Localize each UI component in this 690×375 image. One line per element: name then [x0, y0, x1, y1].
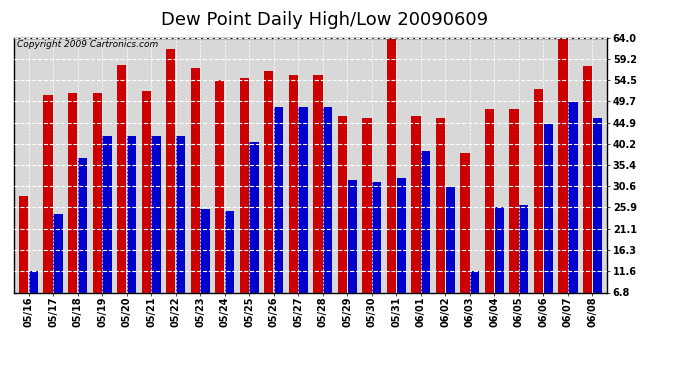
Bar: [176, 136, 185, 323]
Bar: [215, 80, 224, 323]
Bar: [436, 118, 445, 323]
Bar: [460, 153, 470, 323]
Bar: [348, 180, 357, 323]
Bar: [117, 65, 126, 323]
Bar: [190, 68, 200, 323]
Bar: [313, 75, 322, 323]
Bar: [78, 158, 87, 323]
Bar: [264, 71, 273, 323]
Bar: [299, 106, 308, 323]
Text: Copyright 2009 Cartronics.com: Copyright 2009 Cartronics.com: [17, 40, 158, 49]
Bar: [544, 124, 553, 323]
Bar: [362, 118, 371, 323]
Bar: [239, 78, 249, 323]
Bar: [102, 136, 112, 323]
Bar: [250, 142, 259, 323]
Bar: [29, 271, 38, 323]
Bar: [485, 109, 494, 323]
Bar: [411, 116, 421, 323]
Bar: [225, 211, 234, 323]
Bar: [323, 106, 333, 323]
Bar: [127, 136, 136, 323]
Bar: [446, 187, 455, 323]
Bar: [274, 106, 284, 323]
Bar: [19, 196, 28, 323]
Bar: [583, 66, 592, 323]
Bar: [151, 136, 161, 323]
Bar: [68, 93, 77, 323]
Bar: [470, 271, 480, 323]
Bar: [593, 118, 602, 323]
Bar: [534, 89, 543, 323]
Bar: [200, 209, 210, 323]
Bar: [337, 116, 347, 323]
Bar: [288, 75, 298, 323]
Bar: [92, 93, 102, 323]
Bar: [166, 49, 175, 323]
Bar: [568, 102, 578, 323]
Bar: [43, 96, 53, 323]
Bar: [495, 207, 504, 323]
Bar: [53, 214, 63, 323]
Bar: [372, 182, 382, 323]
Bar: [519, 205, 529, 323]
Bar: [558, 38, 568, 323]
Bar: [397, 178, 406, 323]
Bar: [509, 109, 519, 323]
Bar: [387, 38, 396, 323]
Bar: [421, 151, 431, 323]
Bar: [141, 91, 151, 323]
Text: Dew Point Daily High/Low 20090609: Dew Point Daily High/Low 20090609: [161, 11, 488, 29]
